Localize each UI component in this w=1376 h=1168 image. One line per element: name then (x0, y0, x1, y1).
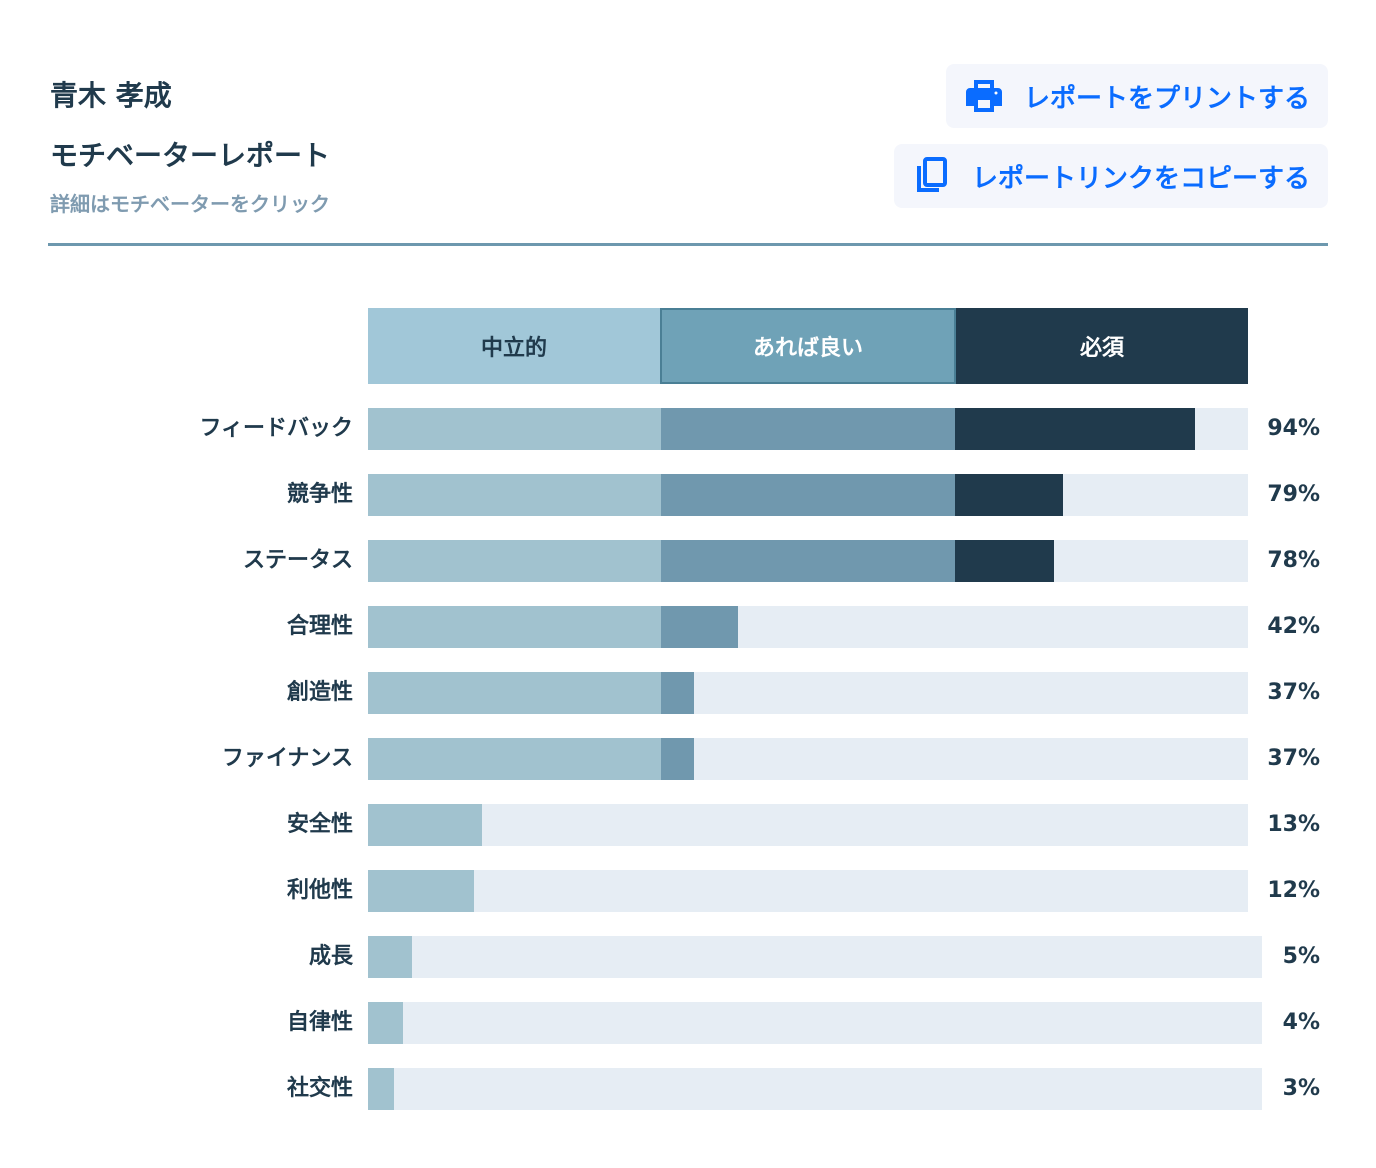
category-label: 社交性 (286, 1076, 353, 1101)
bar-row[interactable]: 安全性 13% (0, 804, 1376, 846)
category-label: フィードバック (199, 416, 353, 441)
legend-must: 必須 (956, 308, 1248, 384)
bar-row[interactable]: ステータス 78% (0, 540, 1376, 582)
bar-segment-neutral (368, 540, 662, 582)
bar-track (368, 606, 1248, 648)
printer-icon (965, 80, 1002, 112)
category-label: 創造性 (286, 680, 353, 705)
legend-nice-to-have: あれば良い (660, 308, 956, 384)
report-title: モチベーターレポート (50, 139, 331, 172)
category-label: 利他性 (286, 878, 353, 903)
legend-neutral: 中立的 (368, 308, 660, 384)
bar-row[interactable]: フィードバック 94% (0, 408, 1376, 450)
bar-track (368, 540, 1248, 582)
bar-row[interactable]: 合理性 42% (0, 606, 1376, 648)
bar-segment-must (954, 540, 1055, 582)
bar-segment-neutral (368, 672, 662, 714)
bar-row[interactable]: 創造性 37% (0, 672, 1376, 714)
bar-segment-nice-to-have (661, 474, 955, 516)
copy-label: レポートリンクをコピーする (971, 163, 1310, 194)
bar-segment-nice-to-have (661, 408, 955, 450)
bar-row[interactable]: 成長 5% (0, 936, 1376, 978)
category-label: 成長 (308, 944, 353, 969)
value-label: 5% (1282, 944, 1320, 969)
category-label: 自律性 (286, 1010, 353, 1035)
bar-segment-nice-to-have (661, 540, 955, 582)
bar-track (368, 672, 1248, 714)
bar-track (368, 738, 1248, 780)
bar-segment-neutral (368, 1068, 395, 1110)
value-label: 42% (1267, 614, 1320, 639)
value-label: 37% (1267, 746, 1320, 771)
bar-row[interactable]: 利他性 12% (0, 870, 1376, 912)
bar-track (368, 474, 1248, 516)
bar-segment-neutral (368, 936, 412, 978)
value-label: 37% (1267, 680, 1320, 705)
category-label: 競争性 (286, 482, 353, 507)
value-label: 12% (1267, 878, 1320, 903)
bar-row[interactable]: 社交性 3% (0, 1068, 1376, 1110)
bar-track (368, 1002, 1262, 1044)
print-report-button[interactable]: レポートをプリントする (945, 64, 1328, 128)
category-label: ファイナンス (221, 746, 353, 771)
value-label: 79% (1267, 482, 1320, 507)
value-label: 4% (1282, 1010, 1320, 1035)
value-label: 13% (1267, 812, 1320, 837)
bar-segment-nice-to-have (661, 672, 694, 714)
bar-segment-neutral (368, 408, 662, 450)
bar-segment-neutral (368, 738, 662, 780)
value-label: 3% (1282, 1076, 1320, 1101)
copy-icon (916, 157, 947, 192)
legend: 中立的 あれば良い 必須 (368, 308, 1248, 384)
bar-track (368, 936, 1262, 978)
bar-row[interactable]: 競争性 79% (0, 474, 1376, 516)
header-divider (48, 243, 1328, 246)
bar-track (368, 408, 1248, 450)
print-label: レポートをプリントする (1023, 83, 1310, 114)
bar-row[interactable]: ファイナンス 37% (0, 738, 1376, 780)
bar-row[interactable]: 自律性 4% (0, 1002, 1376, 1044)
bar-segment-neutral (368, 606, 662, 648)
bar-segment-neutral (368, 474, 662, 516)
bar-segment-nice-to-have (661, 606, 738, 648)
bar-track (368, 1068, 1262, 1110)
category-label: 合理性 (286, 614, 353, 639)
copy-link-button[interactable]: レポートリンクをコピーする (893, 144, 1328, 208)
category-label: 安全性 (286, 812, 353, 837)
bar-segment-must (954, 408, 1196, 450)
category-label: ステータス (242, 548, 353, 573)
bar-track (368, 804, 1248, 846)
value-label: 78% (1267, 548, 1320, 573)
report-subtitle: 詳細はモチベーターをクリック (50, 192, 330, 216)
bar-track (368, 870, 1248, 912)
bar-segment-neutral (368, 870, 474, 912)
bar-segment-neutral (368, 1002, 404, 1044)
person-name: 青木 孝成 (50, 79, 172, 112)
value-label: 94% (1267, 416, 1320, 441)
bar-segment-must (954, 474, 1064, 516)
bar-segment-nice-to-have (661, 738, 694, 780)
bar-segment-neutral (368, 804, 483, 846)
